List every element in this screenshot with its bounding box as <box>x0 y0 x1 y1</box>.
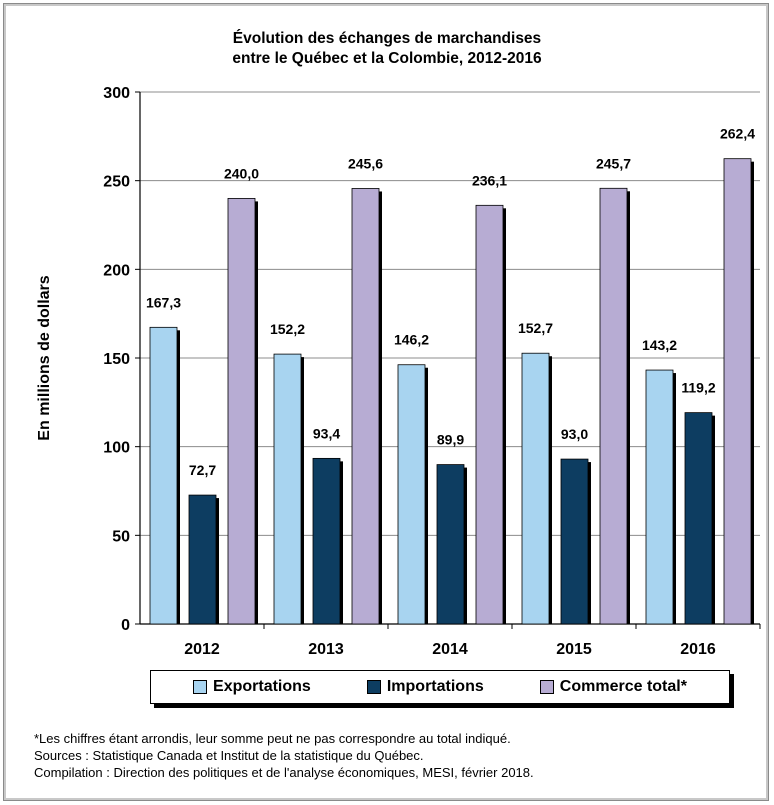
bar-exportations <box>397 364 426 625</box>
legend-swatch-exportations <box>193 680 208 694</box>
data-label-exportations: 152,2 <box>270 321 305 337</box>
data-label-commerce-total: 240,0 <box>224 165 259 181</box>
chart-title-line2: entre le Québec et la Colombie, 2012-201… <box>232 50 542 67</box>
data-label-exportations: 167,3 <box>146 294 181 310</box>
footnote-sources: Sources : Statistique Canada et Institut… <box>34 748 424 763</box>
y-tick-label: 250 <box>103 174 130 191</box>
bar-importations <box>436 464 465 625</box>
x-tick-label: 2016 <box>680 641 716 658</box>
data-label-commerce-total: 245,7 <box>596 155 631 171</box>
bar-commerce-total <box>475 204 504 625</box>
data-label-commerce-total: 262,4 <box>720 126 755 142</box>
bar-importations <box>560 458 589 625</box>
chart-frame <box>3 3 769 801</box>
y-axis-label: En millions de dollars <box>36 275 53 440</box>
legend-label-importations: Importations <box>386 678 484 695</box>
legend-swatch-commerce-total <box>539 680 554 694</box>
bar-exportations <box>521 352 550 625</box>
legend-item-commerce-total: Commerce total* <box>539 678 687 696</box>
x-tick-label: 2015 <box>556 641 592 658</box>
legend-item-exportations: Exportations <box>193 678 311 696</box>
data-label-importations: 119,2 <box>681 380 715 396</box>
data-label-exportations: 146,2 <box>394 332 429 348</box>
data-label-exportations: 143,2 <box>642 337 677 353</box>
bar-commerce-total <box>351 188 380 625</box>
data-label-importations: 72,7 <box>189 462 216 478</box>
bar-importations <box>312 457 341 625</box>
x-tick-label: 2013 <box>308 641 344 658</box>
bar-exportations <box>149 326 178 625</box>
data-label-importations: 93,4 <box>313 425 340 441</box>
data-label-commerce-total: 236,1 <box>472 172 507 188</box>
data-label-importations: 93,0 <box>561 426 588 442</box>
footnote-rounding: *Les chiffres étant arrondis, leur somme… <box>34 731 511 746</box>
y-tick-label: 50 <box>112 528 130 545</box>
bar-importations <box>188 494 217 625</box>
bar-exportations <box>273 353 302 625</box>
chart-title-line1: Évolution des échanges de marchandises <box>232 30 542 47</box>
y-tick-label: 100 <box>103 440 130 457</box>
legend-item-importations: Importations <box>366 678 484 696</box>
legend-label-exportations: Exportations <box>213 678 311 695</box>
footnote-compilation: Compilation : Direction des politiques e… <box>34 765 534 780</box>
bar-commerce-total <box>599 187 628 625</box>
legend: Exportations Importations Commerce total… <box>150 670 730 704</box>
bar-commerce-total <box>227 197 256 625</box>
data-label-exportations: 152,7 <box>518 320 553 336</box>
legend-swatch-importations <box>366 680 381 694</box>
data-label-importations: 89,9 <box>437 432 464 448</box>
y-tick-label: 300 <box>103 85 130 102</box>
y-tick-label: 150 <box>103 351 130 368</box>
bar-commerce-total <box>723 158 752 625</box>
bar-exportations <box>645 369 674 625</box>
y-tick-label: 0 <box>121 617 130 634</box>
legend-label-commerce-total: Commerce total* <box>559 678 687 695</box>
footnotes: *Les chiffres étant arrondis, leur somme… <box>34 730 534 781</box>
y-tick-label: 200 <box>103 262 130 279</box>
x-tick-label: 2014 <box>432 641 468 658</box>
data-label-commerce-total: 245,6 <box>348 155 383 171</box>
bar-importations <box>684 412 713 625</box>
x-tick-label: 2012 <box>184 641 220 658</box>
